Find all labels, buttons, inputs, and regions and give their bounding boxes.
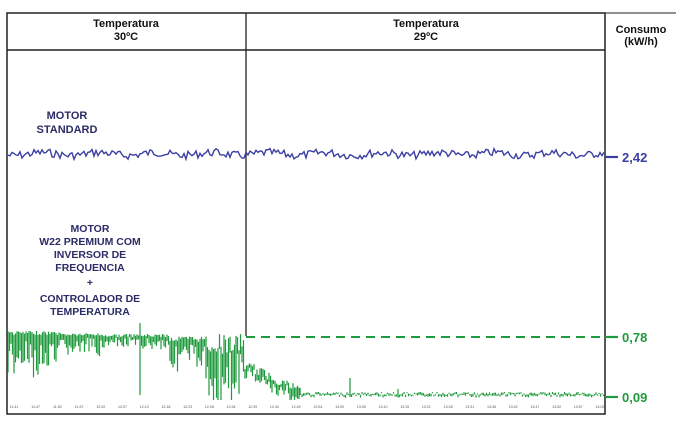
value-label-009: 0,09 [622,390,647,405]
header-left-line1: Temperatura [93,18,160,30]
plot-frame [6,12,606,415]
standard-annotation-line2: STANDARD [37,124,98,136]
x-tick-label: 12:34 [227,405,236,409]
x-tick-label: 13:52 [552,405,561,409]
premium-annotation-line3: INVERSOR DE [54,249,126,261]
x-tick-label: 13:00 [335,405,344,409]
premium-annotation-line6: CONTROLADOR DE [40,293,140,305]
x-axis-ticks: 11:41 11:47 11:52 11:57 12:02 12:07 12:13 12:18… [10,405,605,409]
x-tick-label: 14:02 [596,405,605,409]
premium-annotation: MOTOR W22 PREMIUM COM INVERSOR DE FREQUE… [39,223,141,318]
premium-annotation-line4: FREQUENCIA [55,262,125,274]
unit-label-line2: (kW/h) [624,36,658,48]
x-tick-label: 13:05 [357,405,366,409]
header-left-line2: 30ºC [114,31,138,43]
x-tick-label: 11:41 [10,405,19,409]
x-tick-label: 11:47 [31,405,40,409]
x-tick-label: 12:07 [118,405,127,409]
x-tick-label: 13:36 [487,405,496,409]
x-tick-label: 12:18 [161,405,170,409]
standard-annotation-line1: MOTOR [47,110,88,122]
x-tick-label: 13:21 [422,405,431,409]
x-tick-label: 12:13 [140,405,149,409]
header-right-line2: 29ºC [414,31,438,43]
series-line-standard [7,146,605,162]
x-tick-label: 13:10 [379,405,388,409]
x-tick-label: 12:39 [248,405,257,409]
x-tick-label: 12:54 [313,405,322,409]
x-tick-label: 13:31 [465,405,474,409]
x-tick-label: 13:57 [574,405,583,409]
x-tick-label: 13:47 [530,405,539,409]
premium-annotation-line7: TEMPERATURA [50,306,130,318]
value-label-242: 2,42 [622,150,647,165]
series-line-premium [7,323,605,400]
x-tick-label: 12:02 [96,405,105,409]
x-tick-label: 11:52 [53,405,62,409]
x-tick-label: 12:23 [183,405,192,409]
x-tick-label: 11:57 [75,405,84,409]
premium-annotation-line5: + [87,277,93,289]
unit-label-line1: Consumo [616,24,667,36]
x-tick-label: 12:28 [205,405,214,409]
header-right-line1: Temperatura [393,18,460,30]
x-tick-label: 13:15 [400,405,409,409]
standard-annotation: MOTOR STANDARD [37,110,98,136]
x-tick-label: 12:49 [292,405,301,409]
x-tick-label: 13:26 [444,405,453,409]
premium-annotation-line2: W22 PREMIUM COM [39,236,141,248]
x-tick-label: 13:42 [509,405,518,409]
value-label-078: 0,78 [622,330,647,345]
x-tick-label: 12:44 [270,405,279,409]
premium-annotation-line1: MOTOR [71,223,110,235]
